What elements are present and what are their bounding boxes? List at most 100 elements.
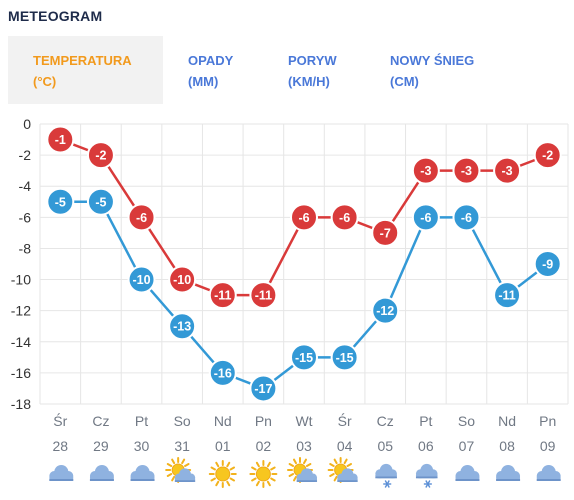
data-point-min (249, 374, 278, 403)
x-day-label: Nd (214, 413, 232, 429)
data-label-max: -6 (298, 211, 309, 225)
data-label-max: -1 (55, 133, 66, 147)
data-point-max (86, 141, 115, 170)
cloud-icon (89, 465, 114, 481)
snow-cloud-icon (415, 463, 438, 488)
data-label-min: -16 (214, 366, 232, 380)
y-tick-label: -2 (19, 147, 32, 163)
data-label-min: -15 (336, 351, 354, 365)
data-label-min: -6 (420, 211, 431, 225)
x-day-label: Cz (377, 413, 394, 429)
tab-poryw[interactable]: PORYW (KM/H) (263, 36, 365, 104)
data-label-max: -10 (173, 273, 191, 287)
x-date-label: 03 (296, 438, 312, 454)
x-date-label: 09 (540, 438, 556, 454)
cloud-icon (496, 465, 521, 481)
data-point-max (208, 281, 237, 310)
data-point-min (493, 281, 522, 310)
tab-label: NOWY ŚNIEG (390, 53, 475, 68)
data-label-min: -17 (254, 382, 272, 396)
data-label-max: -7 (380, 226, 391, 240)
data-point-min (208, 358, 237, 387)
x-date-label: 02 (256, 438, 272, 454)
y-tick-label: -4 (19, 178, 32, 194)
snow-cloud-icon (375, 463, 397, 488)
y-tick-label: -16 (11, 365, 31, 381)
page-title: METEOGRAM (8, 8, 103, 24)
x-date-label: 05 (377, 438, 393, 454)
sun-cloud-icon (287, 457, 318, 483)
data-label-max: -6 (339, 211, 350, 225)
sun-cloud-icon (165, 457, 196, 483)
y-tick-label: -10 (11, 272, 31, 288)
data-point-min (168, 312, 197, 341)
data-label-max: -6 (136, 211, 147, 225)
data-label-min: -5 (55, 195, 66, 209)
data-point-max (249, 281, 278, 310)
data-point-min (330, 343, 359, 372)
x-day-label: So (174, 413, 191, 429)
x-day-label: Nd (498, 413, 516, 429)
data-label-max: -3 (502, 164, 513, 178)
y-tick-label: -8 (19, 240, 32, 256)
data-label-min: -5 (95, 195, 106, 209)
x-date-label: 06 (418, 438, 434, 454)
y-tick-label: -6 (19, 209, 32, 225)
x-day-label: Pn (255, 413, 272, 429)
data-label-min: -9 (542, 258, 553, 272)
data-point-max (533, 141, 562, 170)
data-point-min (452, 203, 481, 232)
data-point-min (533, 250, 562, 278)
tab-nowy-snieg[interactable]: NOWY ŚNIEG (CM) (365, 36, 515, 104)
x-day-label: So (458, 413, 475, 429)
data-label-min: -6 (461, 211, 472, 225)
data-point-max (452, 156, 481, 185)
y-tick-label: -12 (11, 303, 31, 319)
data-point-min (371, 296, 400, 325)
x-date-label: 07 (459, 438, 475, 454)
data-label-min: -11 (498, 289, 515, 303)
data-point-max (290, 203, 318, 232)
x-day-label: Śr (338, 412, 352, 429)
tab-bar: TEMPERATURA (°C) OPADY (MM) PORYW (KM/H)… (8, 36, 568, 104)
data-point-min (127, 265, 156, 294)
data-point-max (371, 218, 400, 247)
y-tick-label: -18 (11, 396, 31, 412)
tab-temperatura[interactable]: TEMPERATURA (°C) (8, 36, 163, 104)
cloud-icon (536, 465, 561, 481)
x-day-label: Śr (53, 412, 67, 429)
data-point-max (411, 156, 440, 185)
tab-opady[interactable]: OPADY (MM) (163, 36, 263, 104)
tab-label: TEMPERATURA (33, 53, 132, 68)
x-day-label: Pn (539, 413, 556, 429)
x-day-label: Pt (419, 413, 432, 429)
cloud-icon (49, 465, 74, 481)
sun-cloud-icon (327, 457, 358, 483)
tab-unit: (KM/H) (288, 74, 330, 89)
data-label-min: -13 (173, 320, 191, 334)
data-label-min: -15 (295, 351, 313, 365)
data-label-min: -10 (132, 273, 150, 287)
data-point-max (493, 156, 522, 185)
data-label-max: -11 (214, 289, 231, 303)
x-date-label: 04 (337, 438, 353, 454)
data-label-max: -2 (542, 149, 553, 163)
x-day-label: Cz (92, 413, 109, 429)
data-point-max (168, 265, 197, 294)
data-label-max: -11 (255, 289, 272, 303)
data-point-max (46, 125, 75, 154)
x-date-label: 28 (53, 438, 69, 454)
tab-unit: (°C) (33, 74, 57, 89)
y-tick-label: 0 (23, 116, 31, 132)
cloud-icon (130, 465, 155, 481)
data-label-min: -12 (376, 304, 394, 318)
tab-label: OPADY (188, 53, 234, 68)
data-point-min (86, 187, 115, 216)
sun-icon (249, 460, 278, 488)
data-label-max: -3 (461, 164, 472, 178)
data-label-max: -2 (95, 149, 106, 163)
x-day-label: Pt (135, 413, 148, 429)
x-date-label: 29 (93, 438, 109, 454)
data-point-max (127, 203, 156, 232)
